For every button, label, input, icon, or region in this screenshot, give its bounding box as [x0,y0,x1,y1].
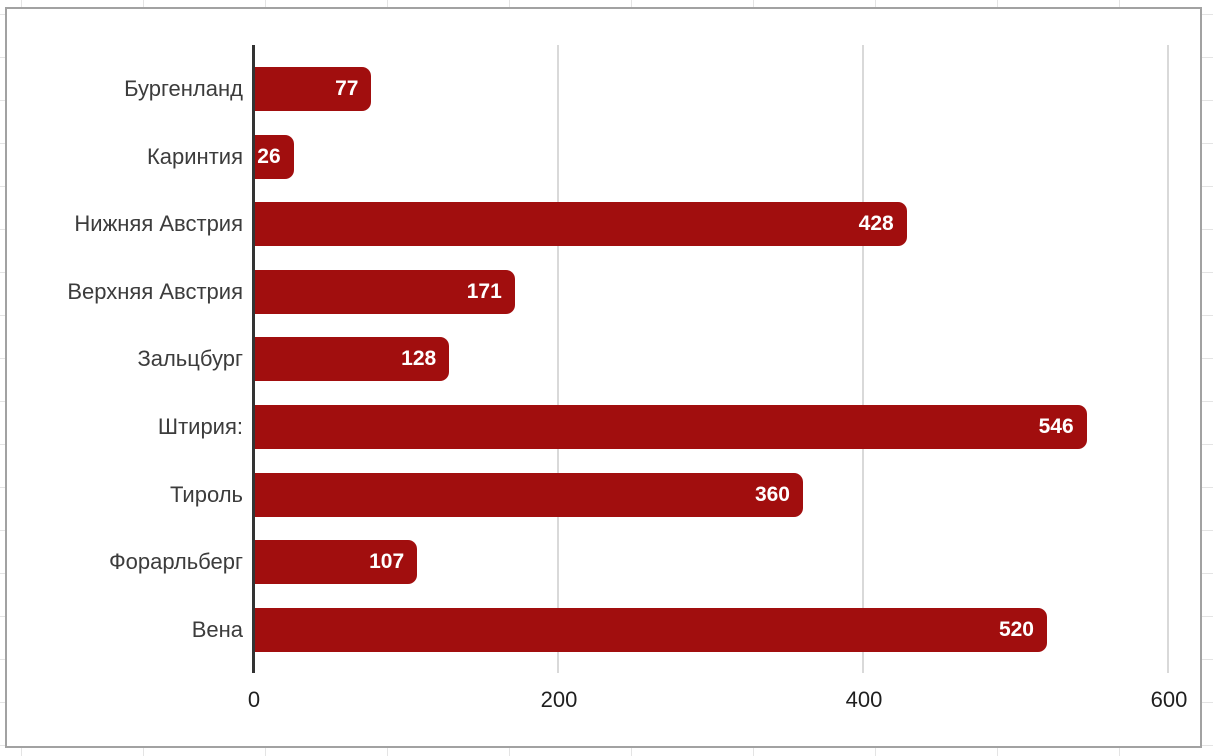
x-tick-label: 600 [1150,687,1188,712]
y-axis-line [252,45,255,673]
bar-value-label: 520 [998,617,1034,641]
bar[interactable]: 107 [254,540,418,585]
bar[interactable]: 171 [254,269,515,314]
plot-area: 0 200 400 600 Бургенланд 77 Каринтия 26 Нижняя А… [7,9,1200,746]
bar-value-label: 546 [1038,415,1074,438]
bar-value-label: 171 [466,279,502,303]
bar-value-label: 107 [369,550,405,574]
bar[interactable]: 428 [254,202,907,247]
bar[interactable]: 546 [254,405,1087,449]
category-label: Форарльберг [108,549,243,575]
category-label: Вена [191,616,243,642]
bar[interactable]: 77 [254,67,372,111]
x-tick-label: 200 [540,687,578,712]
bar[interactable]: 128 [254,337,450,382]
category-label: Нижняя Австрия [74,211,243,237]
gridline-600 [1167,45,1169,673]
chart-panel[interactable]: 0 200 400 600 Бургенланд 77 Каринтия 26 Нижняя А… [5,7,1202,748]
bar[interactable]: 26 [254,134,294,179]
bar-value-label: 428 [858,212,894,236]
gridline-400 [862,45,864,673]
x-tick-label: 400 [845,687,883,712]
x-tick-label: 0 [247,687,261,712]
category-label: Бургенланд [124,76,243,101]
category-label: Верхняя Австрия [67,278,243,304]
bar-value-label: 128 [401,347,437,371]
bar[interactable]: 520 [254,607,1047,652]
bar-value-label: 360 [754,482,790,506]
gridline-200 [557,45,559,673]
category-label: Тироль [169,481,243,507]
category-label: Каринтия [146,143,243,169]
bar-value-label: 77 [335,77,359,100]
bar-value-label: 26 [257,144,281,168]
category-label: Штирия: [157,414,243,439]
category-label: Зальцбург [137,346,243,372]
bar[interactable]: 360 [254,472,803,517]
